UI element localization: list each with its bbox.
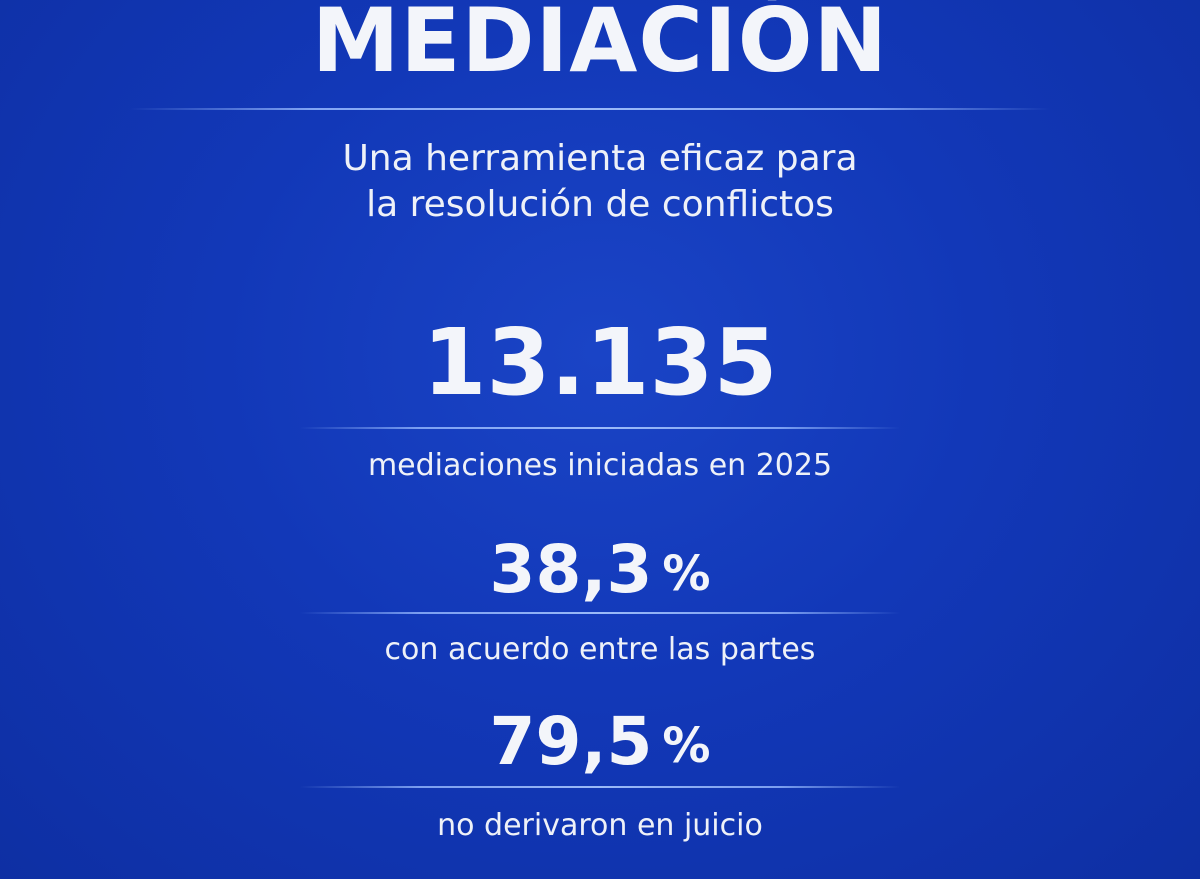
title-divider bbox=[130, 108, 1050, 110]
stat-no-trial-label: no derivaron en juicio bbox=[437, 808, 763, 843]
subtitle-line-2: la resolución de conflictos bbox=[366, 184, 834, 225]
stat-no-trial-divider bbox=[300, 786, 900, 788]
stat-agreement-value: 38,3% bbox=[0, 530, 1200, 616]
stat-mediations-value: 13.135 bbox=[422, 309, 778, 416]
page-title: MEDIACIÓN bbox=[311, 0, 889, 92]
stat-no-trial-number: 79,5 bbox=[489, 703, 653, 780]
stat-agreement-number: 38,3 bbox=[489, 531, 653, 608]
subtitle: Una herramienta eficaz para la resolució… bbox=[0, 136, 1200, 228]
percent-sign: % bbox=[662, 546, 711, 602]
stat-agreement-label: con acuerdo entre las partes bbox=[384, 632, 816, 667]
subtitle-line-1: Una herramienta eficaz para bbox=[342, 138, 858, 179]
stat-agreement-divider bbox=[300, 612, 900, 614]
percent-sign: % bbox=[662, 718, 711, 774]
stat-mediations-divider bbox=[300, 427, 900, 429]
stat-no-trial-value: 79,5% bbox=[0, 702, 1200, 788]
stat-mediations-label: mediaciones iniciadas en 2025 bbox=[367, 448, 833, 483]
